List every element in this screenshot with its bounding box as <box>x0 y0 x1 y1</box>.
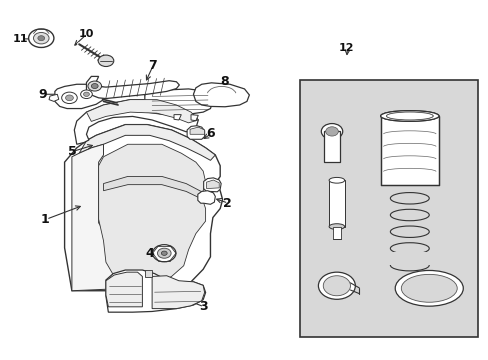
Polygon shape <box>187 126 204 139</box>
Text: 8: 8 <box>220 75 229 88</box>
Polygon shape <box>64 125 222 291</box>
Bar <box>300 80 477 337</box>
Polygon shape <box>72 144 118 291</box>
Polygon shape <box>79 125 215 160</box>
Polygon shape <box>86 76 179 99</box>
Polygon shape <box>152 276 204 309</box>
Circle shape <box>98 55 114 67</box>
Polygon shape <box>203 178 221 192</box>
Circle shape <box>83 92 89 96</box>
Polygon shape <box>55 84 107 109</box>
Bar <box>332 226 340 239</box>
Circle shape <box>152 245 176 262</box>
Circle shape <box>161 251 167 255</box>
Ellipse shape <box>328 224 344 229</box>
Text: 5: 5 <box>67 145 76 158</box>
Circle shape <box>321 123 342 139</box>
Polygon shape <box>99 144 205 284</box>
Polygon shape <box>190 127 204 134</box>
Polygon shape <box>74 100 198 144</box>
Polygon shape <box>144 270 152 277</box>
Polygon shape <box>206 180 219 189</box>
Circle shape <box>157 248 171 258</box>
Text: 11: 11 <box>13 34 28 44</box>
Circle shape <box>65 95 73 101</box>
Polygon shape <box>49 94 59 102</box>
Polygon shape <box>106 272 142 307</box>
Polygon shape <box>174 114 181 120</box>
Ellipse shape <box>380 111 438 121</box>
Ellipse shape <box>386 112 432 120</box>
Text: 3: 3 <box>199 300 207 313</box>
Polygon shape <box>191 114 198 121</box>
Polygon shape <box>86 100 198 123</box>
Text: 4: 4 <box>145 247 154 260</box>
Circle shape <box>91 84 98 89</box>
Bar <box>328 180 344 226</box>
Ellipse shape <box>401 274 456 302</box>
Circle shape <box>318 272 355 299</box>
Bar <box>323 131 340 162</box>
Ellipse shape <box>328 177 344 183</box>
Polygon shape <box>103 176 203 200</box>
Circle shape <box>38 36 44 41</box>
Circle shape <box>81 90 92 99</box>
Ellipse shape <box>386 112 432 120</box>
Circle shape <box>325 127 338 136</box>
Polygon shape <box>106 270 205 312</box>
Bar <box>388 252 429 265</box>
Text: 9: 9 <box>39 88 47 101</box>
Circle shape <box>33 32 49 44</box>
Text: 6: 6 <box>206 127 214 140</box>
Ellipse shape <box>394 270 462 306</box>
Ellipse shape <box>380 111 438 121</box>
Polygon shape <box>193 83 249 107</box>
Polygon shape <box>198 191 215 204</box>
Circle shape <box>323 276 350 296</box>
Text: 7: 7 <box>147 59 156 72</box>
Text: 2: 2 <box>223 197 231 210</box>
Text: 1: 1 <box>41 213 49 226</box>
Circle shape <box>88 81 102 91</box>
Circle shape <box>29 29 54 48</box>
Bar <box>380 116 438 185</box>
Text: 10: 10 <box>79 28 94 39</box>
Text: 12: 12 <box>338 43 354 53</box>
Polygon shape <box>144 89 212 114</box>
Circle shape <box>61 92 77 104</box>
